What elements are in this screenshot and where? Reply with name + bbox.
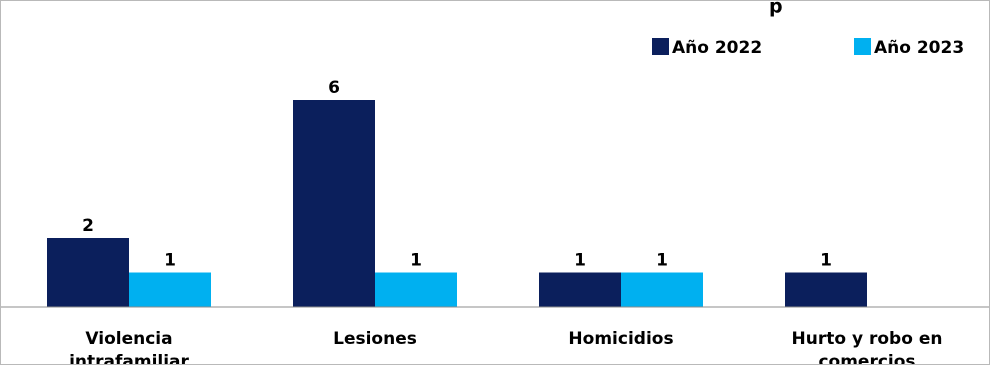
data-label-1-3: 1: [574, 251, 586, 271]
category-label-3: Homicidios: [568, 329, 673, 349]
category-label-2: Lesiones: [333, 329, 417, 349]
legend-label-1: Año 2022: [672, 38, 762, 58]
data-labels-group: 2 6 1 1 1 1 1: [82, 78, 832, 271]
data-label-2-3: 1: [656, 251, 668, 271]
data-label-2-2: 1: [410, 251, 422, 271]
category-labels-group: Violencia intrafamiliar Lesiones Homicidios…: [69, 329, 942, 364]
chart-title: p: [769, 1, 783, 18]
data-label-1-1: 2: [82, 216, 94, 236]
data-label-2-1: 1: [164, 251, 176, 271]
bar-1-4: [785, 272, 867, 307]
data-label-1-2: 6: [328, 78, 340, 98]
bar-1-2: [293, 100, 375, 307]
bar-2-2: [375, 272, 457, 307]
category-label-4-line-1: Hurto y robo en: [792, 329, 943, 349]
bar-1-3: [539, 272, 621, 307]
legend-swatch-1: [652, 38, 669, 55]
legend-label-2: Año 2023: [874, 38, 964, 58]
category-label-1-line-2: intrafamiliar: [69, 352, 189, 364]
bar-2-3: [621, 272, 703, 307]
bars-group: [47, 100, 867, 307]
legend: Año 2022 Año 2023: [652, 38, 964, 58]
data-label-1-4: 1: [820, 251, 832, 271]
legend-swatch-2: [854, 38, 871, 55]
bar-1-1: [47, 238, 129, 307]
category-label-1-line-1: Violencia: [85, 329, 172, 349]
bar-2-1: [129, 272, 211, 307]
category-label-4-line-2: comercios: [818, 352, 915, 364]
